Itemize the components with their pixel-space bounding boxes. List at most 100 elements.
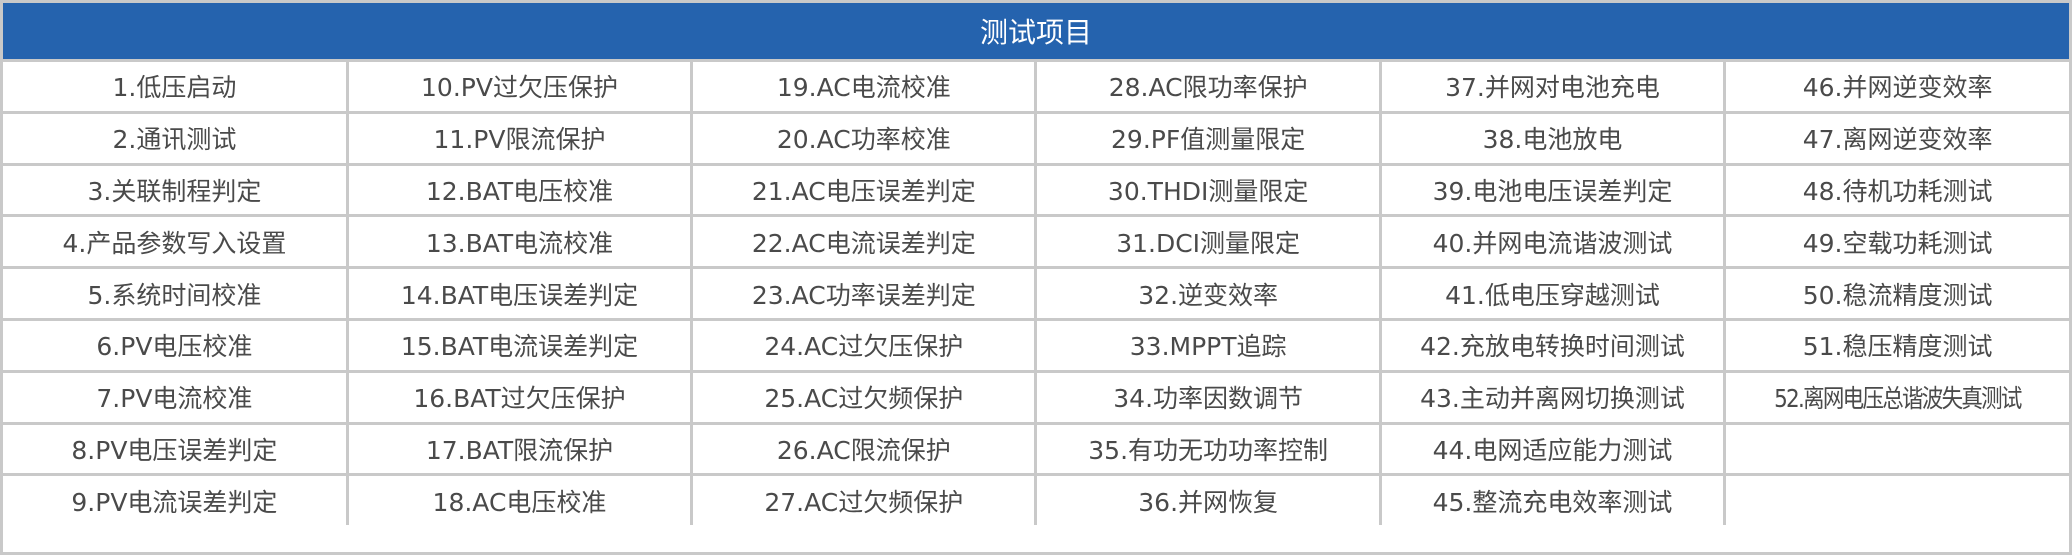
table-cell: 14.BAT电压误差判定 [345,266,694,321]
test-item: 50.稳流精度测试 [1802,280,1993,310]
test-item: 45.整流充电效率测试 [1432,487,1673,517]
table-cell: 50.稳流精度测试 [1723,266,2069,321]
table-cell: 51.稳压精度测试 [1723,317,2069,373]
test-item: 32.逆变效率 [1138,280,1279,310]
table-row: 9.PV电流误差判定 18.AC电压校准 27.AC过欠频保护 36.并网恢复 45.整… [3,473,2069,526]
table-cell: 3.关联制程判定 [3,162,349,218]
test-item: 3.关联制程判定 [87,176,262,206]
table-row: 6.PV电压校准 15.BAT电流误差判定 24.AC过欠压保护 33.MPPT追踪 4… [3,317,2069,373]
table-cell: 12.BAT电压校准 [345,162,694,218]
test-item: 1.低压启动 [112,73,237,103]
table-cell: 21.AC电压误差判定 [690,162,1038,218]
test-item: 14.BAT电压误差判定 [400,280,639,310]
test-item: 35.有功无功功率控制 [1088,435,1329,465]
table-cell: 7.PV电流校准 [3,369,349,425]
table-cell: 32.逆变效率 [1034,266,1382,321]
test-item: 8.PV电压误差判定 [71,435,278,465]
test-item: 22.AC电流误差判定 [751,228,976,258]
test-item: 13.BAT电流校准 [425,228,614,258]
table-cell: 11.PV限流保护 [345,110,694,166]
table-cell: 30.THDI测量限定 [1034,162,1382,218]
test-item: 21.AC电压误差判定 [751,176,976,206]
table-cell: 45.整流充电效率测试 [1378,473,1727,526]
table-cell: 18.AC电压校准 [345,473,694,526]
table-cell: 29.PF值测量限定 [1034,110,1382,166]
test-item: 38.电池放电 [1482,125,1623,155]
test-item: 2.通讯测试 [112,125,237,155]
test-item: 28.AC限功率保护 [1108,73,1308,103]
table-cell: 40.并网电流谐波测试 [1378,214,1727,270]
test-item: 27.AC过欠频保护 [764,487,964,517]
test-item: 5.系统时间校准 [87,280,262,310]
test-item: 36.并网恢复 [1138,487,1279,517]
table-cell: 27.AC过欠频保护 [690,473,1038,526]
test-item: 33.MPPT追踪 [1129,332,1287,362]
test-item: 34.功率因数调节 [1113,384,1304,414]
table-cell: 6.PV电压校准 [3,317,349,373]
test-item: 23.AC功率误差判定 [751,280,976,310]
table-cell: 47.离网逆变效率 [1723,110,2069,166]
table-cell: 46.并网逆变效率 [1723,62,2069,114]
table-row: 7.PV电流校准 16.BAT过欠压保护 25.AC过欠频保护 34.功率因数调节 43… [3,369,2069,425]
table-row: 4.产品参数写入设置 13.BAT电流校准 22.AC电流误差判定 31.DCI测量限… [3,214,2069,270]
test-item: 18.AC电压校准 [432,487,607,517]
test-item: 48.待机功耗测试 [1802,176,1993,206]
test-item: 10.PV过欠压保护 [421,73,618,103]
table-cell: 36.并网恢复 [1034,473,1382,526]
test-item: 44.电网适应能力测试 [1432,435,1673,465]
table-cell: 15.BAT电流误差判定 [345,317,694,373]
table-cell: 24.AC过欠压保护 [690,317,1038,373]
test-item: 46.并网逆变效率 [1802,73,1993,103]
test-item: 49.空载功耗测试 [1802,228,1993,258]
test-item: 43.主动并离网切换测试 [1420,384,1685,414]
test-item: 20.AC功率校准 [776,125,951,155]
test-item: 24.AC过欠压保护 [764,332,964,362]
table-cell [1723,473,2069,526]
table-cell: 9.PV电流误差判定 [3,473,349,526]
test-item: 4.产品参数写入设置 [62,228,287,258]
table-cell: 42.充放电转换时间测试 [1378,317,1727,373]
test-item: 11.PV限流保护 [433,125,606,155]
test-item: 42.充放电转换时间测试 [1420,332,1685,362]
table-cell: 4.产品参数写入设置 [3,214,349,270]
table-row: 5.系统时间校准 14.BAT电压误差判定 23.AC功率误差判定 32.逆变效率 41… [3,266,2069,321]
test-item: 52.离网电压总谐波失真测试 [1774,384,2022,414]
table-cell: 26.AC限流保护 [690,421,1038,477]
test-item: 19.AC电流校准 [776,73,951,103]
table-cell: 34.功率因数调节 [1034,369,1382,425]
test-item: 7.PV电流校准 [96,384,253,414]
table-cell: 49.空载功耗测试 [1723,214,2069,270]
test-item: 25.AC过欠频保护 [764,384,964,414]
table-cell: 35.有功无功功率控制 [1034,421,1382,477]
table-header-title: 测试项目 [3,3,2069,62]
table-row: 8.PV电压误差判定 17.BAT限流保护 26.AC限流保护 35.有功无功功率控制… [3,421,2069,477]
table-row: 1.低压启动 10.PV过欠压保护 19.AC电流校准 28.AC限功率保护 37.并网… [3,62,2069,114]
table-cell: 38.电池放电 [1378,110,1727,166]
table-cell: 8.PV电压误差判定 [3,421,349,477]
table-cell: 13.BAT电流校准 [345,214,694,270]
test-item: 17.BAT限流保护 [425,435,614,465]
table-cell: 39.电池电压误差判定 [1378,162,1727,218]
table-cell: 19.AC电流校准 [690,62,1038,114]
table-cell: 33.MPPT追踪 [1034,317,1382,373]
test-item: 9.PV电流误差判定 [71,487,278,517]
test-item: 31.DCI测量限定 [1116,228,1301,258]
test-item: 6.PV电压校准 [96,332,253,362]
test-item: 37.并网对电池充电 [1445,73,1660,103]
table-cell: 16.BAT过欠压保护 [345,369,694,425]
table-cell: 31.DCI测量限定 [1034,214,1382,270]
table-cell: 48.待机功耗测试 [1723,162,2069,218]
table-cell: 43.主动并离网切换测试 [1378,369,1727,425]
table-cell: 52.离网电压总谐波失真测试 [1723,369,2069,425]
test-item: 16.BAT过欠压保护 [413,384,626,414]
table-cell: 2.通讯测试 [3,110,349,166]
table-cell: 10.PV过欠压保护 [345,62,694,114]
table-cell: 25.AC过欠频保护 [690,369,1038,425]
table-cell: 23.AC功率误差判定 [690,266,1038,321]
table-cell: 41.低电压穿越测试 [1378,266,1727,321]
test-item: 15.BAT电流误差判定 [400,332,639,362]
table-cell: 1.低压启动 [3,62,349,114]
table-cell: 17.BAT限流保护 [345,421,694,477]
table-row: 2.通讯测试 11.PV限流保护 20.AC功率校准 29.PF值测量限定 38.电池放… [3,110,2069,166]
